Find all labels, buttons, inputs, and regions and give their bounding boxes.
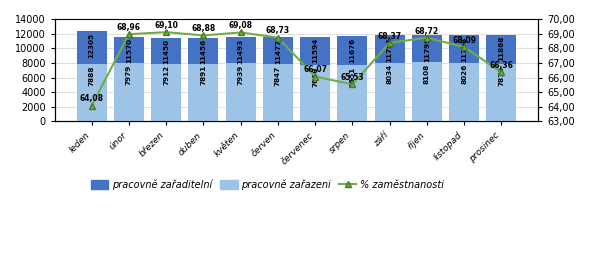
Bar	[486, 64, 516, 122]
Text: 11456: 11456	[201, 39, 206, 64]
Bar	[412, 62, 442, 122]
Text: 11450: 11450	[163, 39, 169, 64]
Text: 8034: 8034	[386, 64, 392, 84]
Bar	[188, 64, 218, 122]
Text: 7875: 7875	[499, 65, 504, 86]
Bar	[375, 63, 405, 122]
Text: 11676: 11676	[349, 37, 355, 63]
Text: 11751: 11751	[386, 37, 392, 62]
Bar	[188, 38, 218, 122]
Bar	[337, 65, 367, 122]
Text: 11570: 11570	[126, 38, 132, 63]
Bar	[77, 31, 107, 122]
Bar	[300, 37, 330, 122]
Bar	[337, 36, 367, 122]
Text: 65,53: 65,53	[340, 73, 364, 82]
Text: 66,07: 66,07	[303, 65, 327, 74]
Bar	[151, 64, 181, 122]
Bar	[412, 35, 442, 122]
Bar	[300, 65, 330, 122]
Bar	[263, 37, 293, 122]
Text: 7979: 7979	[126, 65, 132, 85]
Text: 68,37: 68,37	[378, 32, 402, 41]
Text: 7660: 7660	[312, 67, 318, 87]
Text: 68,88: 68,88	[191, 24, 215, 33]
Bar	[77, 64, 107, 122]
Bar	[114, 63, 144, 122]
Bar	[375, 35, 405, 122]
Text: 69,08: 69,08	[229, 21, 253, 30]
Text: 7847: 7847	[275, 65, 281, 86]
Legend: pracovně zařaditelní, pracovně zařazeni, % zaměstnanosti: pracovně zařaditelní, pracovně zařazeni,…	[87, 175, 448, 194]
Text: 11493: 11493	[238, 39, 244, 64]
Text: 68,73: 68,73	[266, 26, 290, 35]
Text: 7891: 7891	[201, 65, 206, 86]
Text: 66,36: 66,36	[490, 61, 513, 70]
Text: 11868: 11868	[499, 36, 504, 61]
Text: 11594: 11594	[312, 38, 318, 63]
Bar	[486, 35, 516, 122]
Text: 11798: 11798	[461, 37, 467, 62]
Text: 7939: 7939	[238, 65, 244, 85]
Text: 8108: 8108	[424, 64, 430, 84]
Text: 69,10: 69,10	[154, 21, 178, 30]
Text: 8026: 8026	[461, 64, 467, 84]
Text: 64,08: 64,08	[80, 95, 104, 103]
Bar	[151, 38, 181, 122]
Text: 11477: 11477	[275, 39, 281, 64]
Text: 12305: 12305	[88, 33, 94, 58]
Bar	[226, 37, 255, 122]
Text: 68,09: 68,09	[452, 36, 476, 45]
Text: 7651: 7651	[349, 67, 355, 87]
Bar	[226, 63, 255, 122]
Text: 68,72: 68,72	[415, 27, 439, 35]
Text: 11799: 11799	[424, 37, 430, 62]
Bar	[449, 35, 479, 122]
Text: 68,96: 68,96	[117, 23, 141, 32]
Bar	[114, 37, 144, 122]
Text: 7912: 7912	[163, 65, 169, 85]
Bar	[263, 64, 293, 122]
Text: 7888: 7888	[88, 65, 94, 86]
Bar	[449, 63, 479, 122]
